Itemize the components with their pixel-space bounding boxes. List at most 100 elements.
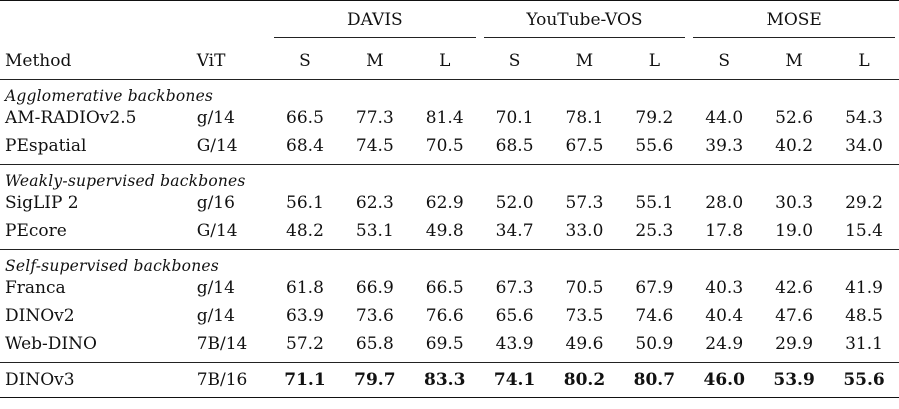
score-cell: 57.2 [286,333,324,354]
score-cell: 77.3 [355,107,394,128]
score-cell: 74.1 [493,369,536,390]
score-cell: 55.1 [635,192,674,213]
section-title: Agglomerative backbones [5,86,214,105]
section-header-row: Weakly-supervised backbones [0,165,899,190]
section-separator [0,160,899,165]
score-cell: 31.1 [845,333,883,354]
method-cell: SigLIP 2 [5,192,79,213]
score-cell: 53.9 [773,369,815,390]
score-cell: 70.1 [495,107,534,128]
method-cell: PEspatial [5,135,87,156]
score-cell: 70.5 [565,277,604,298]
score-cell: 49.8 [425,220,464,241]
table-row: PEcore G/14 48.2 53.1 49.8 34.7 33.0 25.3 17.8 19… [0,217,899,245]
score-cell: 17.8 [705,220,744,241]
size-header: S [299,50,311,71]
score-cell: 41.9 [845,277,883,298]
vit-cell: G/14 [196,220,238,241]
score-cell: 42.6 [775,277,814,298]
score-cell: 67.5 [565,135,604,156]
table-row: DINOv2 g/14 63.9 73.6 76.6 65.6 73.5 74.6 40.4 47… [0,302,899,330]
score-cell: 33.0 [565,220,604,241]
score-cell: 69.5 [425,333,464,354]
score-cell: 39.3 [705,135,744,156]
score-cell: 56.1 [286,192,324,213]
method-cell: PEcore [5,220,67,241]
score-cell: 62.9 [425,192,464,213]
dataset-header-davis: DAVIS [270,7,480,43]
vit-cell: 7B/16 [196,369,248,390]
score-cell: 30.3 [775,192,814,213]
dataset-header-row: DAVIS YouTube-VOS MOSE [0,7,899,43]
section-separator [0,358,899,363]
score-cell: 79.7 [354,369,396,390]
score-cell: 73.6 [355,305,394,326]
score-cell: 52.0 [495,192,534,213]
score-cell: 55.6 [843,369,885,390]
dataset-header-mose: MOSE [689,7,899,43]
score-cell: 68.5 [495,135,534,156]
score-cell: 40.3 [705,277,744,298]
score-cell: 53.1 [355,220,394,241]
score-cell: 57.3 [565,192,604,213]
score-cell: 49.6 [565,333,604,354]
vit-cell: G/14 [196,135,238,156]
score-cell: 67.9 [635,277,674,298]
score-cell: 66.5 [286,107,324,128]
score-cell: 54.3 [845,107,883,128]
size-header: S [508,50,521,71]
section-separator [0,245,899,250]
size-header: L [648,50,660,71]
score-cell: 34.0 [845,135,883,156]
score-cell: 61.8 [286,277,324,298]
score-cell: 81.4 [425,107,464,128]
score-cell: 70.5 [425,135,464,156]
score-cell: 66.9 [355,277,394,298]
score-cell: 44.0 [705,107,744,128]
score-cell: 65.8 [355,333,394,354]
table-body: Agglomerative backbones AM-RADIOv2.5 g/14 6… [0,80,899,398]
score-cell: 50.9 [635,333,674,354]
method-cell: Franca [5,277,66,298]
vit-cell: g/14 [196,107,235,128]
score-cell: 74.5 [355,135,394,156]
score-cell: 65.6 [495,305,534,326]
section-header-row: Self-supervised backbones [0,250,899,275]
table-row: Web-DINO 7B/14 57.2 65.8 69.5 43.9 49.6 50.9 24.… [0,330,899,358]
score-cell: 25.3 [635,220,674,241]
score-cell: 29.2 [845,192,883,213]
size-header: L [858,50,870,71]
method-cell: Web-DINO [5,333,97,354]
score-cell: 71.1 [284,369,326,390]
table-row: SigLIP 2 g/16 56.1 62.3 62.9 52.0 57.3 55.1 28.0… [0,189,899,217]
vit-cell: g/16 [196,192,235,213]
score-cell: 28.0 [705,192,744,213]
section-header-row: Agglomerative backbones [0,80,899,105]
method-cell: DINOv2 [5,305,75,326]
score-cell: 48.5 [845,305,883,326]
score-cell: 80.7 [633,369,676,390]
score-cell: 66.5 [425,277,464,298]
score-cell: 24.9 [705,333,744,354]
method-cell: DINOv3 [5,369,75,390]
score-cell: 19.0 [775,220,814,241]
score-cell: 15.4 [845,220,883,241]
section-title: Self-supervised backbones [5,256,219,275]
method-cell: AM-RADIOv2.5 [5,107,137,128]
table-row: PEspatial G/14 68.4 74.5 70.5 68.5 67.5 55.6 39.… [0,132,899,160]
score-cell: 74.6 [635,305,674,326]
score-cell: 34.7 [495,220,534,241]
score-cell: 78.1 [565,107,604,128]
column-header-row: Method ViT S M L S M L S M L [0,43,899,80]
score-cell: 80.2 [563,369,606,390]
size-header: M [575,50,594,71]
vit-cell: 7B/14 [196,333,248,354]
score-cell: 47.6 [775,305,814,326]
table-top-rule [0,0,899,8]
score-cell: 73.5 [565,305,604,326]
size-header: L [439,50,451,71]
score-cell: 52.6 [775,107,814,128]
method-column-header: Method [5,50,72,71]
dataset-header-youtube-vos: YouTube-VOS [480,7,690,43]
